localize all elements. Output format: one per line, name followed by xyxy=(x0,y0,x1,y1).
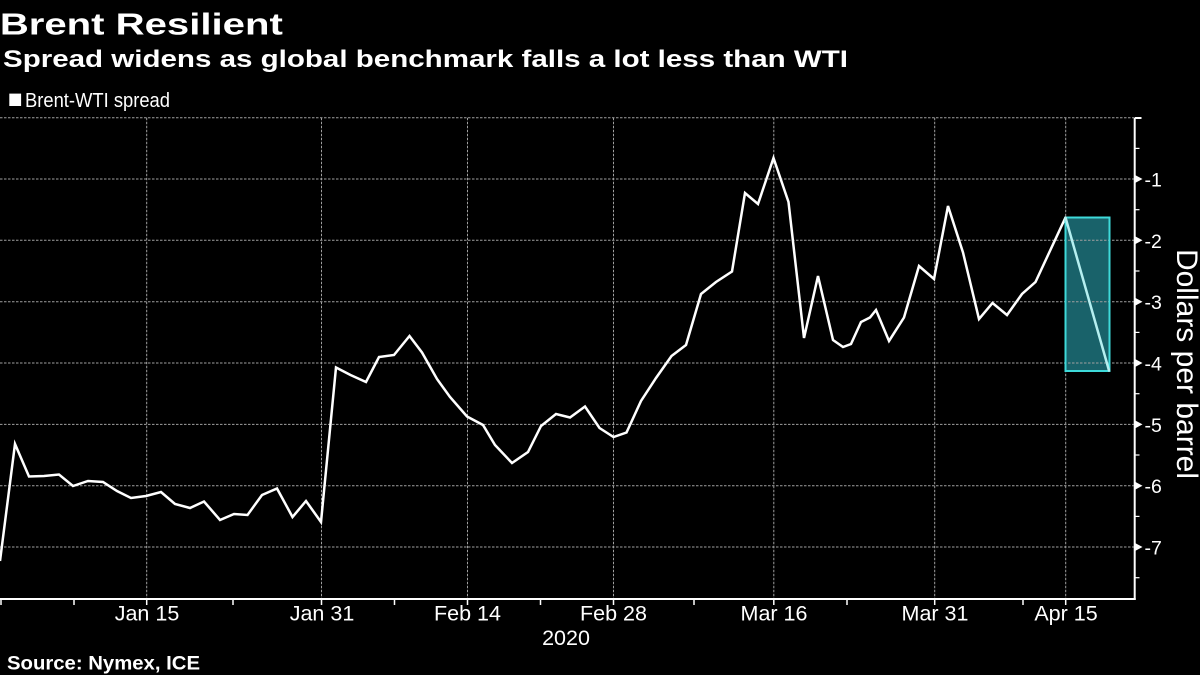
svg-text:Apr 15: Apr 15 xyxy=(1034,602,1097,626)
svg-text:Brent-WTI spread: Brent-WTI spread xyxy=(25,90,170,112)
svg-text:-1: -1 xyxy=(1145,170,1162,192)
svg-text:Jan 15: Jan 15 xyxy=(115,602,180,626)
svg-text:Jan 31: Jan 31 xyxy=(290,602,355,626)
svg-text:-2: -2 xyxy=(1145,231,1162,253)
svg-text:Feb 14: Feb 14 xyxy=(434,602,501,626)
svg-text:Brent Resilient: Brent Resilient xyxy=(0,7,283,42)
svg-text:Mar 31: Mar 31 xyxy=(902,602,969,626)
svg-text:-4: -4 xyxy=(1145,354,1162,376)
svg-text:Feb 28: Feb 28 xyxy=(580,602,647,626)
svg-text:-3: -3 xyxy=(1145,292,1162,314)
svg-text:Source: Nymex, ICE: Source: Nymex, ICE xyxy=(7,654,200,675)
svg-text:2020: 2020 xyxy=(542,626,590,650)
svg-text:Mar 16: Mar 16 xyxy=(741,602,808,626)
svg-text:Dollars per barrel: Dollars per barrel xyxy=(1170,249,1200,479)
svg-text:Spread widens as global benchm: Spread widens as global benchmark falls … xyxy=(3,46,848,73)
svg-text:-6: -6 xyxy=(1145,476,1162,498)
svg-text:-7: -7 xyxy=(1145,538,1162,560)
svg-text:-5: -5 xyxy=(1145,415,1162,437)
